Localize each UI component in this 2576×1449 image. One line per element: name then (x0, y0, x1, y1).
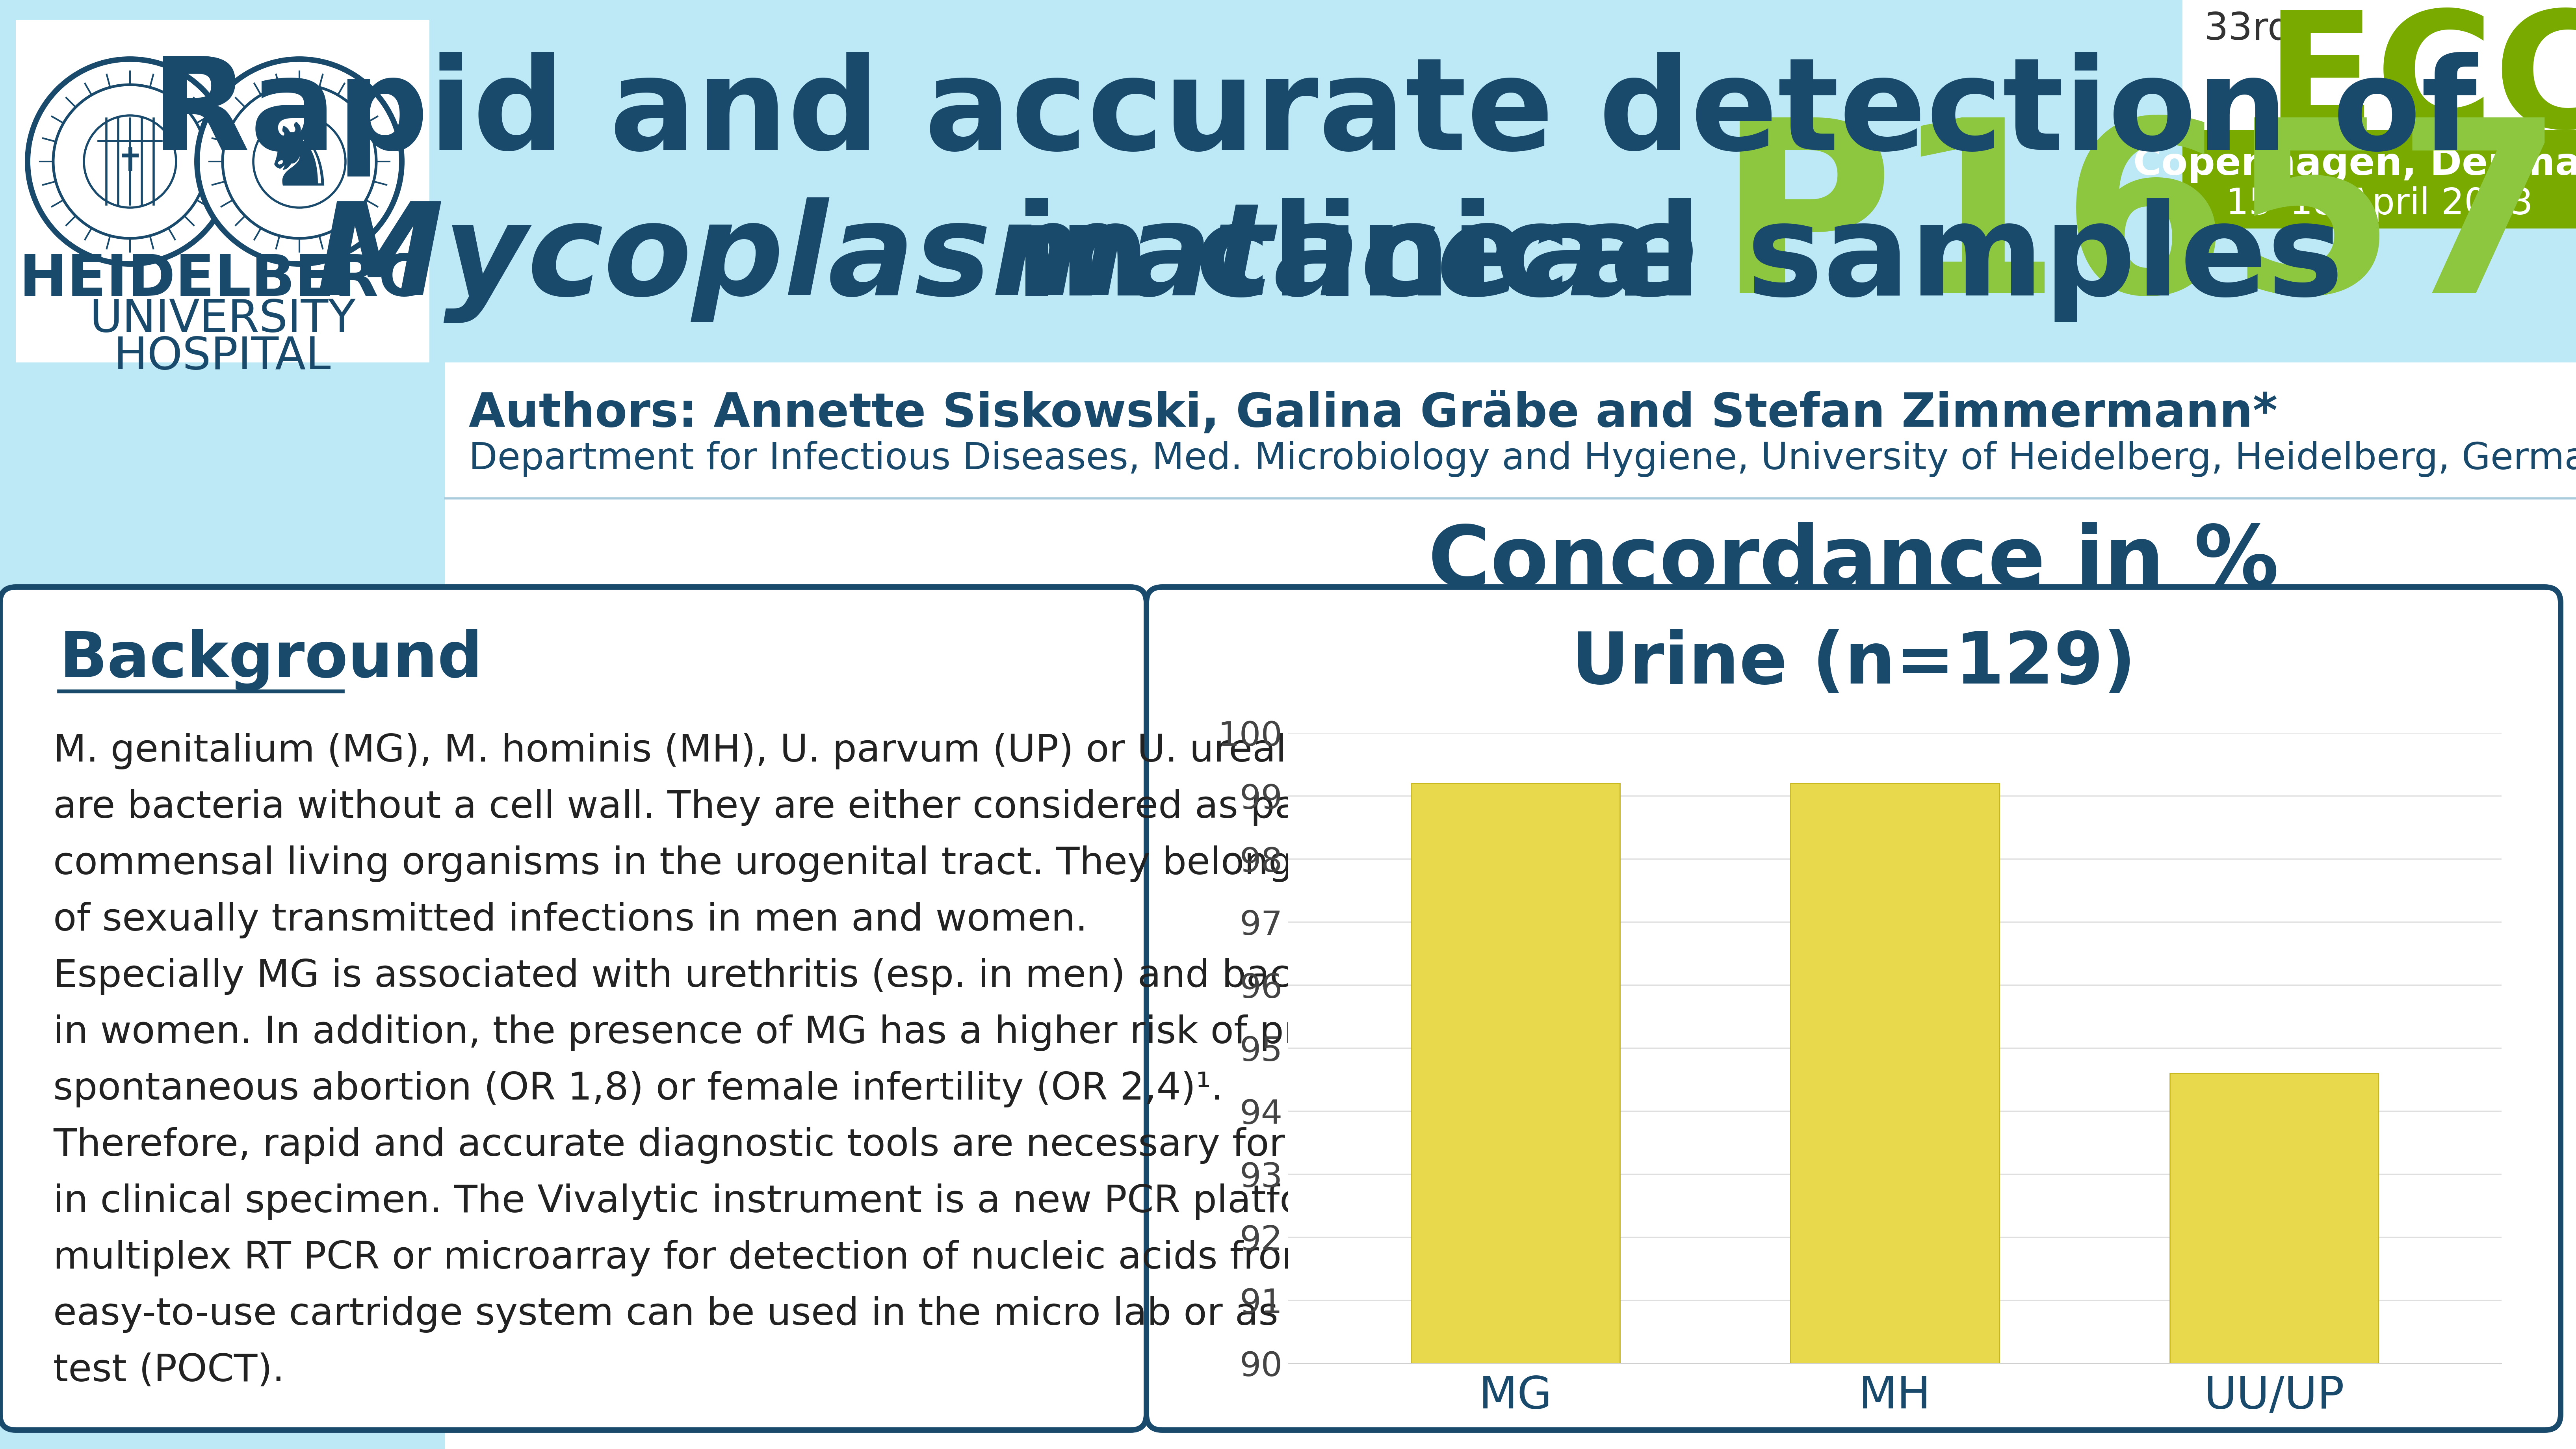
Text: Therefore, rapid and accurate diagnostic tools are necessary for their detection: Therefore, rapid and accurate diagnostic… (54, 1127, 1579, 1164)
Text: Rapid and accurate detection of: Rapid and accurate detection of (152, 52, 2478, 177)
Text: Authors: Annette Siskowski, Galina Gräbe and Stefan Zimmermann*: Authors: Annette Siskowski, Galina Gräbe… (469, 391, 2277, 436)
Circle shape (222, 84, 376, 238)
Text: Especially MG is associated with urethritis (esp. in men) and bacterial vaginosi: Especially MG is associated with urethri… (54, 958, 1582, 995)
Circle shape (252, 116, 345, 207)
Circle shape (196, 59, 402, 264)
Circle shape (54, 84, 206, 238)
Text: test (POCT).: test (POCT). (54, 1352, 283, 1390)
Text: P1657: P1657 (1718, 110, 2563, 343)
Circle shape (28, 59, 232, 264)
Text: Copenhagen, Denmark: Copenhagen, Denmark (2133, 146, 2576, 183)
Text: spontaneous abortion (OR 1,8) or female infertility (OR 2,4)¹.: spontaneous abortion (OR 1,8) or female … (54, 1071, 1224, 1107)
Bar (15, 20, 430, 362)
Text: easy-to-use cartridge system can be used in the micro lab or as a point-of-care: easy-to-use cartridge system can be used… (54, 1297, 1569, 1333)
Bar (1412, 784, 1620, 1364)
Text: multiplex RT PCR or microarray for detection of nucleic acids from microbes. The: multiplex RT PCR or microarray for detec… (54, 1240, 1602, 1277)
FancyBboxPatch shape (1146, 587, 2561, 1430)
Text: commensal living organisms in the urogenital tract. They belong to the category: commensal living organisms in the urogen… (54, 845, 1600, 882)
Text: M. genitalium (MG), M. hominis (MH), U. parvum (UP) or U. urealyticum (UU): M. genitalium (MG), M. hominis (MH), U. … (54, 733, 1515, 769)
Circle shape (85, 116, 175, 207)
FancyBboxPatch shape (0, 587, 1146, 1430)
Bar (2169, 1074, 2378, 1364)
Text: HEIDELBERG: HEIDELBERG (18, 252, 425, 307)
Text: HOSPITAL: HOSPITAL (113, 335, 332, 378)
Text: in women. In addition, the presence of MG has a higher risk of preterm birth or: in women. In addition, the presence of M… (54, 1014, 1566, 1051)
Text: in clinical samples: in clinical samples (969, 197, 2344, 322)
Bar (446, 362, 2576, 1449)
Text: Concordance in %: Concordance in % (1427, 522, 2280, 604)
Text: ✝: ✝ (116, 145, 144, 177)
Text: ♞: ♞ (260, 119, 337, 204)
Bar (2182, 0, 2576, 130)
Text: of sexually transmitted infections in men and women.: of sexually transmitted infections in me… (54, 901, 1087, 939)
Bar (1790, 784, 1999, 1364)
Text: in clinical specimen. The Vivalytic instrument is a new PCR platform using eithe: in clinical specimen. The Vivalytic inst… (54, 1184, 1597, 1220)
Text: Background: Background (59, 629, 482, 691)
Text: Mycoplasmataceae: Mycoplasmataceae (314, 197, 1698, 323)
Text: UNIVERSITY: UNIVERSITY (90, 297, 355, 341)
Text: 33rd: 33rd (2205, 12, 2293, 48)
Text: 15–18 April 2023: 15–18 April 2023 (2226, 185, 2532, 222)
Text: Department for Infectious Diseases, Med. Microbiology and Hygiene, University of: Department for Infectious Diseases, Med.… (469, 440, 2576, 477)
Bar (2182, 130, 2576, 229)
Text: Urine (n=129): Urine (n=129) (1571, 629, 2136, 698)
Text: are bacteria without a cell wall. They are either considered as pathogenic or: are bacteria without a cell wall. They a… (54, 790, 1517, 826)
Text: ECCMID: ECCMID (2264, 4, 2576, 161)
